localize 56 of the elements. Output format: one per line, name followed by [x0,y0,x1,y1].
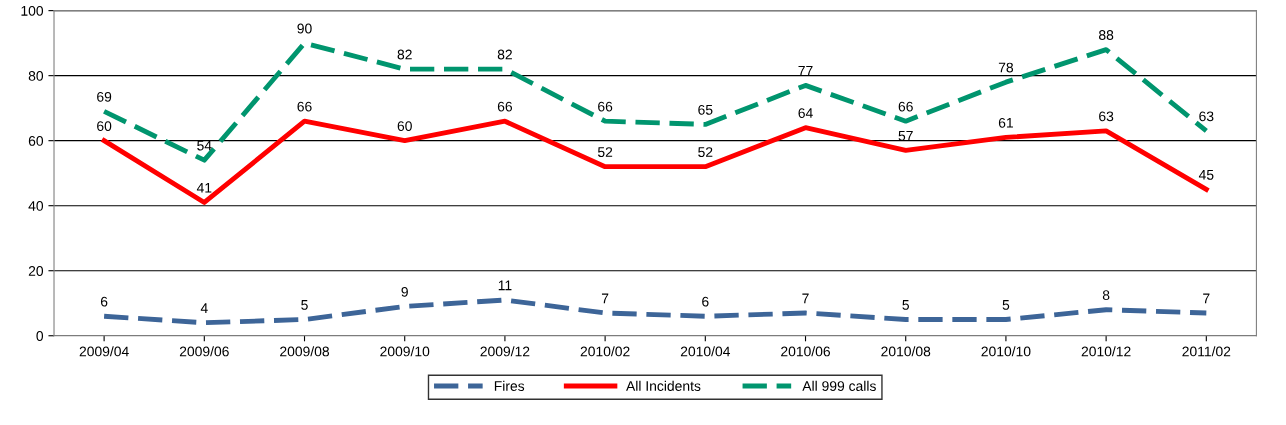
data-label: 9 [401,286,408,297]
x-tick-label: 2010/08 [881,346,931,357]
legend-label: All 999 calls [802,380,876,391]
x-tick-label: 2010/10 [981,346,1031,357]
x-tick-label: 2010/12 [1081,346,1131,357]
data-label: 41 [196,183,212,193]
data-label: 11 [498,280,512,291]
x-tick-label: 2009/06 [179,346,229,357]
x-tick-label: 2010/04 [680,346,731,357]
data-label: 64 [798,108,813,118]
data-label: 45 [1198,170,1214,180]
data-label: 54 [197,140,212,151]
data-label: 6 [100,296,108,307]
data-label: 8 [1102,290,1110,301]
y-tick-label: 0 [36,331,44,341]
data-label: 78 [998,62,1014,73]
data-label: 90 [297,23,312,34]
data-label: 52 [698,147,713,157]
data-label: 52 [597,147,613,157]
data-label: 61 [998,117,1013,128]
data-label: 5 [1002,300,1010,310]
data-label: 6 [702,296,709,307]
x-tick-label: 2009/04 [79,346,129,357]
data-label: 88 [1099,30,1114,40]
x-tick-label: 2009/12 [480,346,530,357]
data-label: 69 [97,91,112,102]
data-label: 5 [902,300,909,310]
y-tick-label: 20 [28,266,44,276]
data-label: 5 [301,300,308,310]
data-label: 66 [497,101,513,112]
data-label: 60 [397,121,412,131]
y-tick-label: 100 [21,5,44,16]
x-tick-label: 2010/06 [781,346,831,357]
x-tick-label: 2011/02 [1182,346,1231,357]
data-label: 7 [1203,293,1210,304]
data-label: 65 [698,104,713,115]
data-label: 66 [598,101,613,112]
data-label: 7 [802,293,809,304]
x-tick-label: 2009/10 [380,346,430,357]
x-tick-label: 2009/08 [280,346,330,357]
data-label: 66 [297,101,312,112]
data-label: 82 [497,49,512,60]
data-label: 63 [1099,111,1114,122]
data-label: 77 [798,66,813,76]
data-label: 7 [601,293,609,304]
y-tick-label: 40 [28,201,44,211]
data-label: 60 [97,121,112,131]
data-label: 82 [397,49,412,60]
y-tick-label: 80 [28,70,44,81]
x-tick-label: 2010/02 [580,346,630,357]
data-label: 66 [898,101,913,112]
data-label: 63 [1199,111,1214,122]
legend-label: Fires [494,380,525,391]
data-label: 4 [200,303,208,313]
legend-label: All Incidents [626,380,701,391]
y-tick-label: 60 [28,136,44,146]
